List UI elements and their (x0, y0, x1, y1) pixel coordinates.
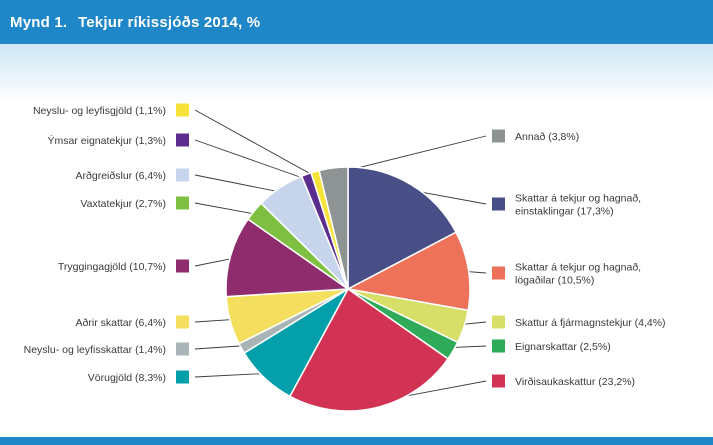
leader-line-ardgreidslur (194, 174, 284, 194)
slice-virdisaukaskattur (288, 287, 450, 412)
legend-swatch-annad (492, 129, 505, 143)
slice-label-annad: Annað (3,8%) (515, 131, 579, 143)
slice-label-ymsar-eignatekjur: Ýmsar eignatekjur (1,3%) (48, 134, 166, 147)
figure-header: Mynd 1. Tekjur ríkissjóðs 2014, % (0, 0, 713, 44)
legend-swatch-ardgreidslur (176, 168, 189, 182)
legend-swatch-vaxtatekjur (176, 196, 189, 210)
header-gradient-band (0, 44, 713, 104)
slice-label-ardgreidslur: Arðgreiðslur (6,4%) (76, 170, 166, 182)
slice-annad (318, 166, 349, 290)
legend-swatch-neyslu-og-leyfisskattar (176, 342, 189, 356)
legend-swatch-vorugjold (176, 370, 189, 384)
slice-label-skattar-a-tekjur-og-hagnad-logadilar-line-2: lögaðilar (10,5%) (515, 275, 594, 287)
leader-line-neyslu-og-leyfisgjold (194, 109, 317, 178)
figure-title: Tekjur ríkissjóðs 2014, % (78, 14, 261, 31)
slice-label-vaxtatekjur: Vaxtatekjur (2,7%) (80, 198, 166, 210)
leader-line-vaxtatekjur (194, 202, 259, 216)
slice-tryggingagjold (225, 218, 351, 298)
slice-label-skattar-a-tekjur-og-hagnad-einstaklingar-line-1: Skattar á tekjur og hagnað, (515, 193, 641, 205)
slice-label-vorugjold: Vörugjöld (8,3%) (88, 372, 166, 384)
legend-swatch-skattar-a-tekjur-og-hagnad-einstaklingar (492, 197, 505, 211)
legend-swatch-neyslu-og-leyfisgjold (176, 103, 189, 117)
legend-swatch-ymsar-eignatekjur (176, 133, 189, 147)
slice-label-neyslu-og-leyfisgjold: Neyslu- og leyfisgjöld (1,1%) (33, 105, 166, 117)
slice-skattar-a-tekjur-og-hagnad-einstaklingar (347, 166, 458, 291)
legend-swatch-virdisaukaskattur (492, 374, 505, 388)
bottom-rule (0, 437, 713, 445)
slice-label-skattar-a-tekjur-og-hagnad-einstaklingar-line-2: einstaklingar (17,3%) (515, 206, 614, 218)
slice-label-tryggingagjold: Tryggingagjöld (10,7%) (58, 261, 166, 273)
slice-labels: Skattar á tekjur og hagnað,einstaklingar… (24, 103, 666, 388)
legend-swatch-adrir-skattar (176, 315, 189, 329)
legend-swatch-eignarskattar (492, 339, 505, 353)
slice-skattar-a-tekjur-og-hagnad-logadilar (345, 231, 471, 312)
leader-line-neyslu-og-leyfisskattar (194, 345, 247, 350)
slice-label-skattar-a-tekjur-og-hagnad-logadilar-line-1: Skattar á tekjur og hagnað, (515, 262, 641, 274)
legend-swatch-tryggingagjold (176, 259, 189, 273)
slice-label-adrir-skattar: Aðrir skattar (6,4%) (76, 317, 166, 329)
slice-label-virdisaukaskattur: Virðisaukaskattur (23,2%) (515, 376, 635, 388)
slice-label-eignarskattar: Eignarskattar (2,5%) (515, 341, 611, 353)
figure-number: Mynd 1. (10, 14, 68, 31)
legend-swatch-skattur-a-fjarmagnstekjur (492, 315, 505, 329)
slice-label-neyslu-og-leyfisskattar: Neyslu- og leyfisskattar (1,4%) (24, 344, 166, 356)
pie-slices (225, 166, 471, 412)
legend-swatch-skattar-a-tekjur-og-hagnad-logadilar (492, 266, 505, 280)
leader-line-vorugjold (194, 372, 269, 378)
slice-label-skattur-a-fjarmagnstekjur: Skattur á fjármagnstekjur (4,4%) (515, 317, 666, 329)
leader-line-ymsar-eignatekjur (194, 139, 309, 181)
